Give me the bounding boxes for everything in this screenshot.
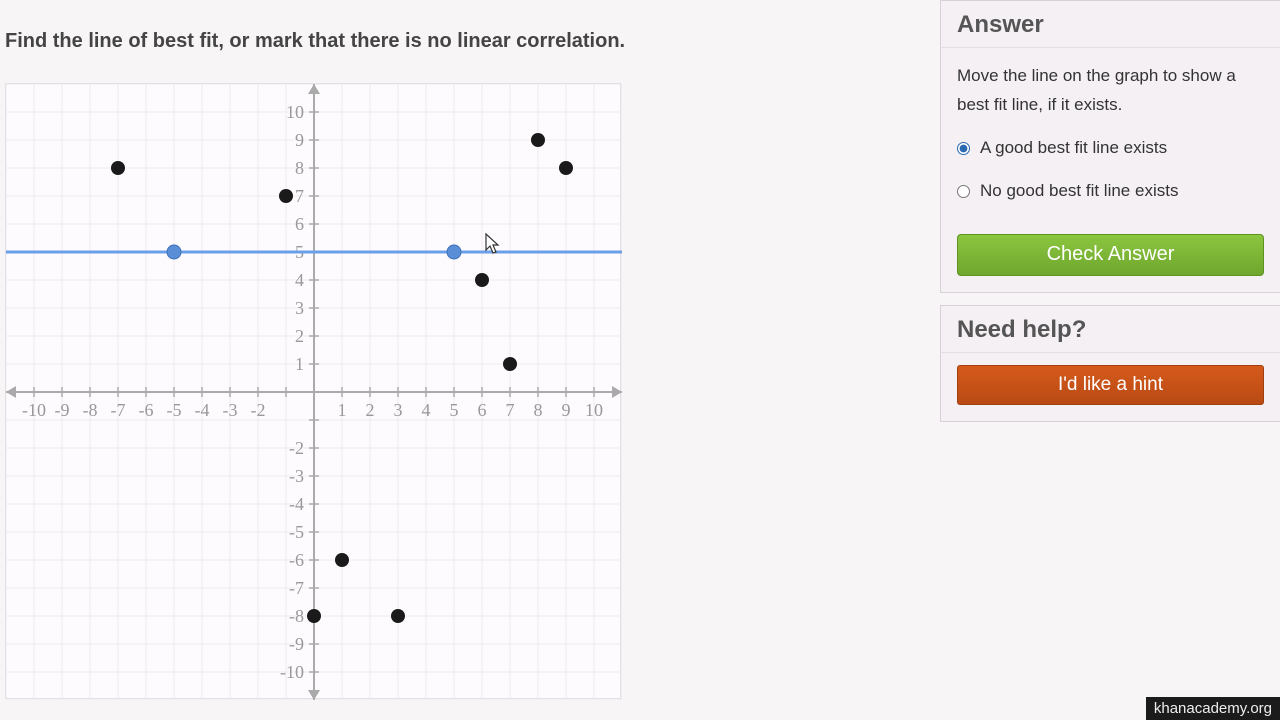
svg-text:-4: -4	[195, 400, 210, 420]
hint-button[interactable]: I'd like a hint	[957, 365, 1264, 405]
svg-text:2: 2	[366, 400, 375, 420]
scatter-graph[interactable]: -10-9-8-7-6-5-4-3-212345678910-10-9-8-7-…	[6, 84, 622, 700]
svg-text:8: 8	[295, 158, 304, 178]
svg-text:7: 7	[506, 400, 515, 420]
svg-text:9: 9	[295, 130, 304, 150]
svg-text:9: 9	[562, 400, 571, 420]
help-panel-title: Need help?	[941, 306, 1280, 353]
svg-text:-3: -3	[223, 400, 238, 420]
answer-instructions: Move the line on the graph to show a bes…	[957, 62, 1264, 120]
answer-option[interactable]: A good best fit line exists	[957, 134, 1264, 163]
answer-radio[interactable]	[957, 185, 970, 198]
answer-option-label: A good best fit line exists	[980, 134, 1167, 163]
svg-text:-10: -10	[22, 400, 46, 420]
help-panel: Need help? I'd like a hint	[940, 305, 1280, 422]
svg-text:6: 6	[478, 400, 487, 420]
check-answer-button[interactable]: Check Answer	[957, 234, 1264, 276]
svg-text:3: 3	[394, 400, 403, 420]
main-area: Find the line of best fit, or mark that …	[0, 0, 940, 720]
svg-text:-6: -6	[139, 400, 154, 420]
footer-brand: khanacademy.org	[1146, 697, 1280, 720]
svg-text:-7: -7	[289, 578, 304, 598]
svg-text:2: 2	[295, 326, 304, 346]
svg-text:3: 3	[295, 298, 304, 318]
svg-text:-8: -8	[83, 400, 98, 420]
sidebar: Answer Move the line on the graph to sho…	[940, 0, 1280, 434]
question-text: Find the line of best fit, or mark that …	[5, 30, 940, 53]
svg-text:-7: -7	[111, 400, 126, 420]
svg-text:4: 4	[295, 270, 304, 290]
svg-text:-5: -5	[289, 522, 304, 542]
svg-text:-2: -2	[251, 400, 266, 420]
svg-text:5: 5	[450, 400, 459, 420]
svg-text:8: 8	[534, 400, 543, 420]
svg-text:1: 1	[295, 354, 304, 374]
svg-text:-10: -10	[280, 662, 304, 682]
answer-radio[interactable]	[957, 142, 970, 155]
answer-panel: Answer Move the line on the graph to sho…	[940, 0, 1280, 293]
svg-text:7: 7	[295, 186, 304, 206]
svg-text:-6: -6	[289, 550, 304, 570]
svg-text:4: 4	[422, 400, 431, 420]
svg-text:-3: -3	[289, 466, 304, 486]
graph-container[interactable]: -10-9-8-7-6-5-4-3-212345678910-10-9-8-7-…	[5, 83, 621, 699]
answer-option-label: No good best fit line exists	[980, 177, 1178, 206]
svg-text:10: 10	[286, 102, 304, 122]
svg-text:-9: -9	[55, 400, 70, 420]
svg-text:-4: -4	[289, 494, 304, 514]
answer-panel-body: Move the line on the graph to show a bes…	[941, 48, 1280, 234]
svg-text:-2: -2	[289, 438, 304, 458]
svg-text:6: 6	[295, 214, 304, 234]
svg-text:-9: -9	[289, 634, 304, 654]
answer-panel-title: Answer	[941, 1, 1280, 48]
svg-text:10: 10	[585, 400, 603, 420]
svg-text:-5: -5	[167, 400, 182, 420]
svg-text:-8: -8	[289, 606, 304, 626]
answer-option[interactable]: No good best fit line exists	[957, 177, 1264, 206]
svg-text:1: 1	[338, 400, 347, 420]
